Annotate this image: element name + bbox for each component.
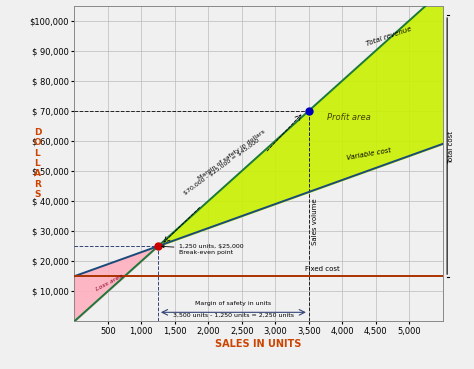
Text: Loss area: Loss area <box>95 274 124 292</box>
Text: 3,500 units - 1,250 units = 2,250 units: 3,500 units - 1,250 units = 2,250 units <box>173 313 294 318</box>
X-axis label: SALES IN UNITS: SALES IN UNITS <box>215 339 301 349</box>
Text: Margin of safety in dollars: Margin of safety in dollars <box>197 129 266 181</box>
Text: Fixed cost: Fixed cost <box>305 266 339 272</box>
Text: Total cost: Total cost <box>448 131 454 164</box>
Text: Margin of safety in units: Margin of safety in units <box>195 301 272 306</box>
Text: $70,000 - $25,000 = $45,000: $70,000 - $25,000 = $45,000 <box>183 138 260 196</box>
Text: Sales volume: Sales volume <box>312 199 318 245</box>
Text: 1,250 units, $25,000
Break-even point: 1,250 units, $25,000 Break-even point <box>162 244 244 255</box>
Text: Total revenue: Total revenue <box>365 26 413 47</box>
Text: D
O
L
L
A
R
S: D O L L A R S <box>34 128 41 199</box>
Text: Variable cost: Variable cost <box>346 147 392 161</box>
Text: Profit area: Profit area <box>327 113 371 122</box>
